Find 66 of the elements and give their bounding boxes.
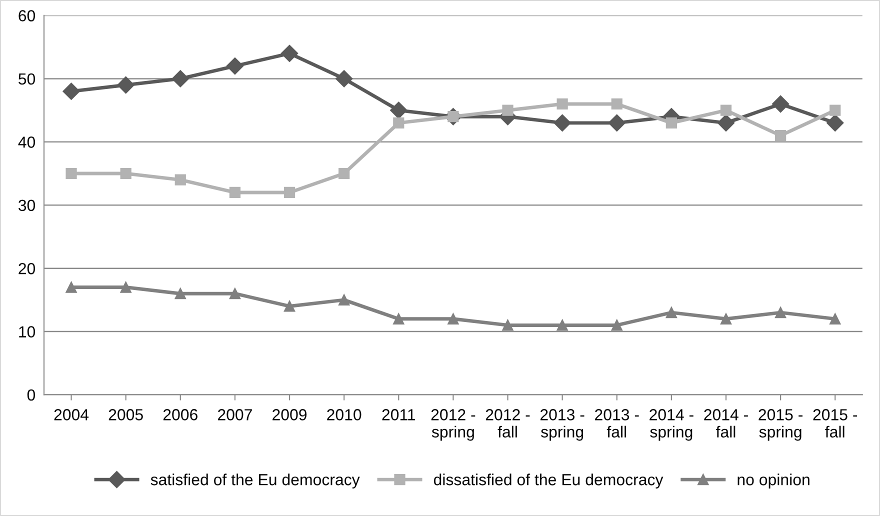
- y-tick-label: 10: [19, 326, 36, 338]
- point: [284, 300, 296, 312]
- point: [120, 168, 132, 180]
- point: [772, 95, 790, 113]
- x-tick-label: 2015 - spring: [758, 409, 802, 441]
- x-tick-label: 2004: [54, 409, 89, 420]
- point: [608, 114, 626, 132]
- legend-label: dissatisfied of the Eu democracy: [434, 474, 664, 488]
- point: [172, 70, 189, 88]
- x-tick-label: 2005: [108, 409, 143, 420]
- point: [556, 98, 568, 110]
- point: [338, 294, 350, 306]
- point: [62, 82, 80, 100]
- y-tick-label: 20: [18, 262, 36, 274]
- point: [720, 104, 732, 116]
- point: [666, 117, 677, 128]
- x-tick-label: 2011: [382, 409, 416, 420]
- point: [448, 313, 459, 324]
- x-tick-label: 2006: [163, 409, 198, 420]
- x-tick-label: 2013 - spring: [540, 409, 584, 441]
- x-tick-label: 2014 - spring: [650, 409, 694, 441]
- x-tick-label: 2014 - fall: [704, 409, 748, 438]
- point: [229, 288, 241, 300]
- y-tick-label: 30: [18, 200, 36, 212]
- point: [830, 104, 841, 116]
- point: [720, 313, 732, 324]
- point: [611, 320, 622, 331]
- point: [393, 117, 404, 128]
- point: [717, 114, 735, 132]
- point: [556, 320, 568, 331]
- point: [502, 104, 514, 116]
- x-tick-label: 2012 - fall: [486, 409, 530, 438]
- point: [666, 307, 677, 318]
- point: [775, 307, 786, 318]
- legend-label: satisfied of the Eu democracy: [150, 474, 360, 488]
- point: [554, 114, 571, 132]
- x-tick-label: 2012 - spring: [431, 409, 476, 441]
- x-tick-label: 2010: [327, 409, 362, 420]
- point: [390, 102, 408, 119]
- y-tick-label: 60: [18, 10, 36, 22]
- x-tick-label: 2007: [218, 409, 252, 420]
- point: [226, 57, 244, 75]
- point: [826, 114, 844, 132]
- y-tick-label: 40: [18, 136, 36, 148]
- point: [393, 313, 404, 324]
- point: [280, 44, 298, 62]
- point: [120, 282, 132, 293]
- point: [229, 186, 241, 198]
- y-tick-label: 0: [27, 389, 36, 401]
- point: [174, 174, 186, 186]
- point: [830, 313, 841, 324]
- point: [117, 76, 134, 94]
- point: [336, 70, 353, 88]
- point: [775, 130, 786, 142]
- x-tick-label: 2013 - fall: [595, 409, 639, 438]
- point: [284, 186, 296, 198]
- point: [338, 168, 350, 180]
- point: [66, 168, 77, 180]
- x-tick-label: 2009: [272, 409, 307, 420]
- point: [66, 282, 77, 293]
- legend-label: no opinion: [738, 474, 810, 488]
- x-tick-label: 2015 - fall: [813, 409, 858, 438]
- point: [611, 98, 622, 110]
- point: [174, 288, 186, 300]
- point: [502, 320, 514, 331]
- y-tick-label: 50: [18, 73, 36, 85]
